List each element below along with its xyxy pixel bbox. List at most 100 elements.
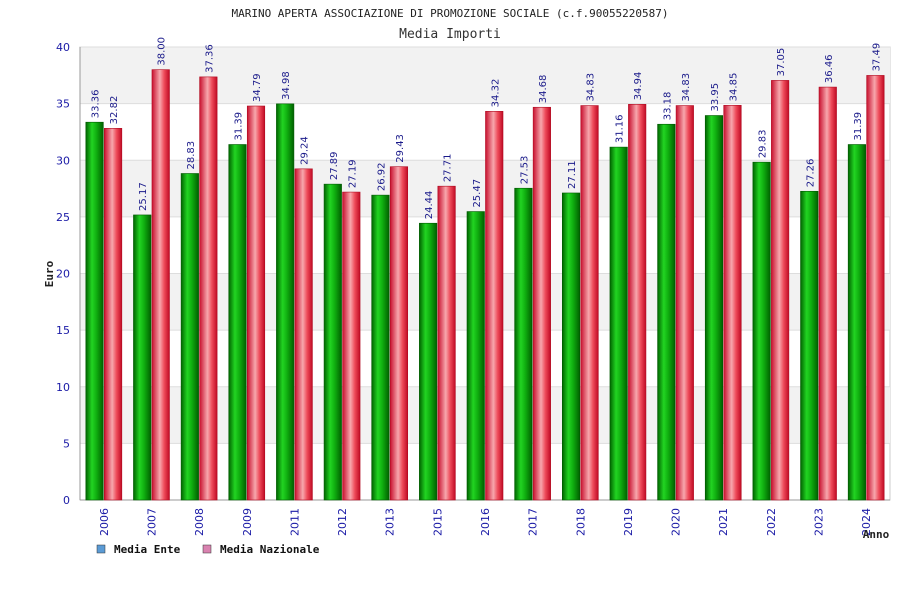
bar-media-ente: [85, 121, 104, 501]
bar-value-label: 38.00: [157, 37, 168, 66]
bar-media-nazionale: [104, 128, 123, 501]
y-tick-label: 10: [56, 381, 70, 394]
x-tick-label: 2022: [765, 508, 778, 536]
bar-media-nazionale: [628, 104, 647, 501]
bar-value-label: 34.98: [281, 71, 292, 100]
bars: [85, 69, 885, 501]
x-tick-label: 2011: [288, 508, 301, 536]
bar-media-ente: [657, 123, 676, 501]
x-tick-label: 2013: [384, 508, 397, 536]
bar-value-label: 25.47: [472, 179, 483, 208]
x-tick-label: 2006: [98, 508, 111, 536]
bar-value-label: 29.43: [395, 134, 406, 163]
bar-value-label: 29.24: [300, 136, 311, 165]
bar-value-label: 37.36: [204, 44, 215, 73]
bar-value-label: 37.05: [776, 48, 787, 77]
legend-swatch-media-nazionale: [202, 544, 212, 554]
bar-value-label: 34.68: [538, 75, 549, 104]
bar-media-ente: [752, 161, 771, 501]
bar-media-ente: [466, 211, 485, 501]
x-axis-ticks: 2006 2007 2008 2009 2011 2012 2013 2015 2016 2017…: [98, 508, 873, 536]
bar-value-label: 36.46: [824, 54, 835, 83]
bar-media-ente: [609, 146, 628, 501]
x-tick-label: 2019: [622, 508, 635, 536]
x-tick-label: 2017: [527, 508, 540, 536]
y-tick-label: 5: [63, 437, 70, 450]
bar-value-label: 31.39: [853, 112, 864, 141]
bar-value-label: 24.44: [424, 191, 435, 220]
bar-media-nazionale: [771, 80, 790, 501]
y-tick-label: 25: [56, 211, 70, 224]
x-tick-label: 2024: [860, 508, 873, 536]
bar-media-ente: [228, 144, 247, 501]
bar-media-ente: [419, 222, 438, 501]
bar-media-nazionale: [246, 105, 266, 501]
bar-media-nazionale: [294, 168, 313, 501]
x-tick-label: 2021: [717, 508, 730, 536]
bar-media-ente: [514, 187, 533, 501]
bar-media-nazionale: [342, 191, 361, 501]
x-tick-label: 2007: [145, 508, 158, 536]
bar-value-label: 34.79: [252, 73, 263, 102]
bar-media-nazionale: [532, 106, 551, 501]
y-tick-label: 30: [56, 154, 70, 167]
bar-media-nazionale: [818, 86, 837, 501]
bar-media-ente: [180, 173, 199, 501]
bar-media-nazionale: [199, 76, 218, 501]
bar-media-ente: [704, 115, 724, 501]
legend-label-media-nazionale: Media Nazionale: [220, 543, 320, 556]
bar-value-label: 28.83: [186, 141, 197, 170]
bar-value-label: 27.19: [347, 159, 358, 188]
bar-value-label: 31.39: [234, 112, 245, 141]
bar-media-ente: [561, 192, 581, 501]
bar-media-nazionale: [151, 69, 170, 501]
bar-media-nazionale: [485, 111, 504, 501]
bar-media-nazionale: [866, 75, 885, 501]
x-tick-label: 2020: [670, 508, 683, 536]
bar-value-label: 27.26: [805, 159, 816, 188]
x-tick-label: 2009: [241, 508, 254, 536]
bar-value-label: 34.83: [681, 73, 692, 102]
bar-value-label: 33.36: [91, 90, 102, 119]
legend-swatch-media-ente: [96, 544, 106, 554]
y-axis-label: Euro: [43, 260, 56, 287]
bar-media-nazionale: [437, 185, 456, 501]
bar-media-nazionale: [389, 166, 409, 501]
bar-media-nazionale: [723, 105, 742, 501]
x-axis-label: Anno: [863, 528, 890, 541]
x-tick-label: 2018: [574, 508, 587, 536]
bar-value-label: 37.49: [871, 43, 882, 72]
bar-value-label: 34.32: [490, 79, 501, 108]
bar-value-label: 34.85: [728, 73, 739, 102]
bar-value-label: 32.82: [109, 96, 120, 125]
bar-value-label: 34.83: [586, 73, 597, 102]
bar-media-ente: [133, 214, 152, 501]
x-tick-label: 2015: [431, 508, 444, 536]
bar-media-ente: [800, 190, 819, 501]
bar-media-ente: [323, 183, 342, 501]
bar-value-label: 27.53: [519, 156, 530, 185]
bar-media-ente: [847, 144, 866, 501]
y-tick-label: 20: [56, 268, 70, 281]
legend: Media Ente Media Nazionale: [96, 543, 320, 556]
bar-value-label: 25.17: [138, 182, 149, 211]
y-tick-label: 15: [56, 324, 70, 337]
bar-value-label: 27.11: [567, 160, 578, 189]
chart-subtitle: Media Importi: [399, 27, 501, 42]
x-tick-label: 2023: [813, 508, 826, 536]
bar-value-label: 33.95: [710, 83, 721, 112]
bar-labels: 33.36 32.82 25.17 38.00 28.83 37.36 31.39 34.79…: [91, 37, 883, 219]
bar-value-label: 27.71: [443, 154, 454, 183]
y-tick-label: 0: [63, 494, 70, 507]
y-axis-ticks: 0 5 10 15 20 25 30 35 40: [56, 41, 70, 507]
bar-value-label: 34.94: [633, 72, 644, 101]
x-tick-label: 2008: [193, 508, 206, 536]
bar-media-ente: [276, 103, 295, 501]
bar-media-nazionale: [580, 105, 599, 501]
bar-media-ente: [371, 194, 390, 501]
bar-media-nazionale: [675, 105, 694, 501]
bar-value-label: 29.83: [758, 130, 769, 159]
bar-value-label: 26.92: [376, 162, 387, 191]
bar-value-label: 33.18: [662, 92, 673, 121]
